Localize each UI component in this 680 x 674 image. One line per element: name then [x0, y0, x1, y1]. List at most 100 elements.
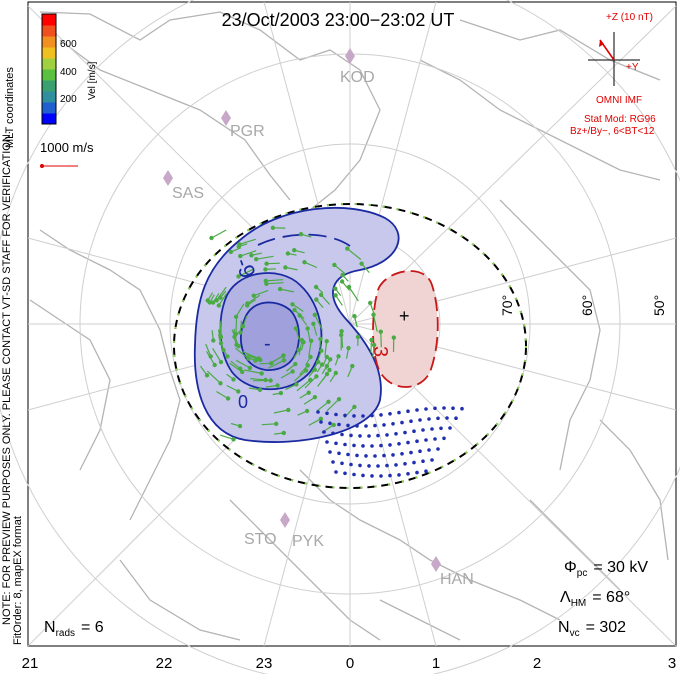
vector-line: [298, 339, 303, 356]
vector-dot: [412, 460, 416, 465]
vector-line: [248, 387, 261, 391]
n-rads-stat: Nrads = 6: [44, 619, 104, 639]
vector-dot: [349, 462, 353, 467]
hm-boundary-vectors: [173, 203, 527, 489]
vector-line: [314, 314, 323, 331]
vector-line: [242, 315, 248, 327]
vector-line: [218, 293, 228, 306]
vector-line: [279, 288, 295, 293]
vector-dot: [421, 428, 425, 432]
vector-dot: [436, 447, 440, 451]
vector-line: [301, 342, 305, 351]
vector-line: [293, 370, 307, 382]
vector-dot: [409, 419, 413, 424]
vector-line: [345, 347, 350, 359]
colorbar-swatch: [42, 91, 56, 103]
positive-potential-cell: [372, 270, 439, 388]
vector-line: [287, 252, 297, 256]
vector-line: [268, 355, 284, 365]
vector-dot: [346, 452, 350, 457]
vector-dot: [430, 458, 434, 462]
vector-dot: [433, 406, 437, 411]
vector-dot: [352, 443, 356, 448]
colorbar-swatch: [42, 14, 56, 26]
vector-line: [292, 303, 304, 312]
vector-line: [316, 364, 323, 373]
vector-line: [348, 286, 359, 302]
vector-line: [266, 282, 284, 285]
vector-dot: [403, 430, 407, 435]
imf-by-label: +Y: [626, 62, 639, 73]
vector-dot: [343, 442, 347, 447]
vector-dot: [400, 420, 404, 425]
vector-dot: [409, 450, 413, 455]
vector-dot: [412, 429, 416, 434]
vector-line: [230, 422, 241, 427]
vector-dot: [325, 411, 329, 416]
vector-dot: [376, 464, 380, 468]
vector-line: [329, 372, 337, 383]
vector-line: [245, 352, 258, 360]
vector-line: [274, 432, 284, 435]
vector-dot: [331, 431, 335, 436]
vector-line: [244, 369, 262, 374]
vector-dot: [352, 472, 356, 477]
latitude-label-50: 50°: [651, 295, 667, 316]
station-pgr-label: PGR: [230, 123, 265, 140]
vector-dot: [340, 461, 344, 466]
vector-dot: [340, 432, 344, 437]
mlt-label-23: 23: [256, 655, 273, 672]
vector-dot: [406, 472, 410, 476]
colorbar-swatch: [42, 69, 56, 81]
fit-order-note: FitOrder: 8, mapEX format: [12, 516, 24, 645]
negative-contour-inner: [239, 301, 300, 371]
vector-line: [297, 410, 308, 416]
vector-line: [293, 349, 300, 359]
vector-dot: [382, 423, 386, 427]
vector-dot: [427, 448, 431, 452]
vector-dot: [403, 462, 407, 466]
vector-line: [305, 356, 312, 366]
vector-line: [265, 384, 278, 388]
vector-line: [295, 328, 300, 340]
vector-dot: [415, 439, 419, 444]
vector-line: [219, 322, 222, 338]
vector-dot: [385, 463, 389, 468]
vector-line: [235, 347, 249, 360]
vector-dot: [358, 463, 362, 468]
map-title: 23/Oct/2003 23:00−23:02 UT: [222, 10, 455, 30]
velocity-vectors-dots: [316, 406, 464, 478]
vector-line: [211, 229, 227, 239]
vector-line: [256, 255, 274, 260]
vector-dot: [361, 414, 365, 418]
imf-bz-label: +Z (10 nT): [606, 12, 653, 23]
latitude-label-70: 70°: [499, 295, 515, 316]
vector-dot: [394, 432, 398, 436]
vector-line: [219, 342, 228, 357]
vector-line: [322, 369, 331, 381]
latitude-labels: 70° 60° 50°: [499, 295, 667, 316]
vector-line: [209, 294, 215, 303]
vector-dot: [424, 469, 428, 474]
station-pgr-marker: [221, 110, 231, 126]
vector-dot: [442, 406, 446, 410]
mlt-label-22: 22: [156, 655, 173, 672]
imf-model-line2: Bz+/By−, 6<BT<12: [570, 126, 655, 137]
vector-line: [250, 378, 266, 381]
vector-dot: [379, 413, 383, 417]
contour-label-positive-center: +: [399, 306, 410, 326]
vector-line: [207, 292, 214, 301]
vector-line: [296, 379, 311, 392]
vector-line: [334, 264, 346, 275]
colorbar-swatch: [42, 36, 56, 48]
negative-contour-dashed: [257, 233, 351, 247]
vector-line: [372, 314, 378, 332]
vector-dot: [424, 438, 428, 442]
vector-line: [324, 341, 328, 356]
vector-line: [285, 266, 298, 271]
vector-dot: [334, 470, 338, 474]
vector-dot: [343, 471, 347, 476]
vector-dot: [373, 454, 377, 458]
n-vc-stat: Nvc = 302: [558, 619, 626, 639]
velocity-colorbar: 600 400 200 Vel [m/s]: [41, 13, 98, 125]
